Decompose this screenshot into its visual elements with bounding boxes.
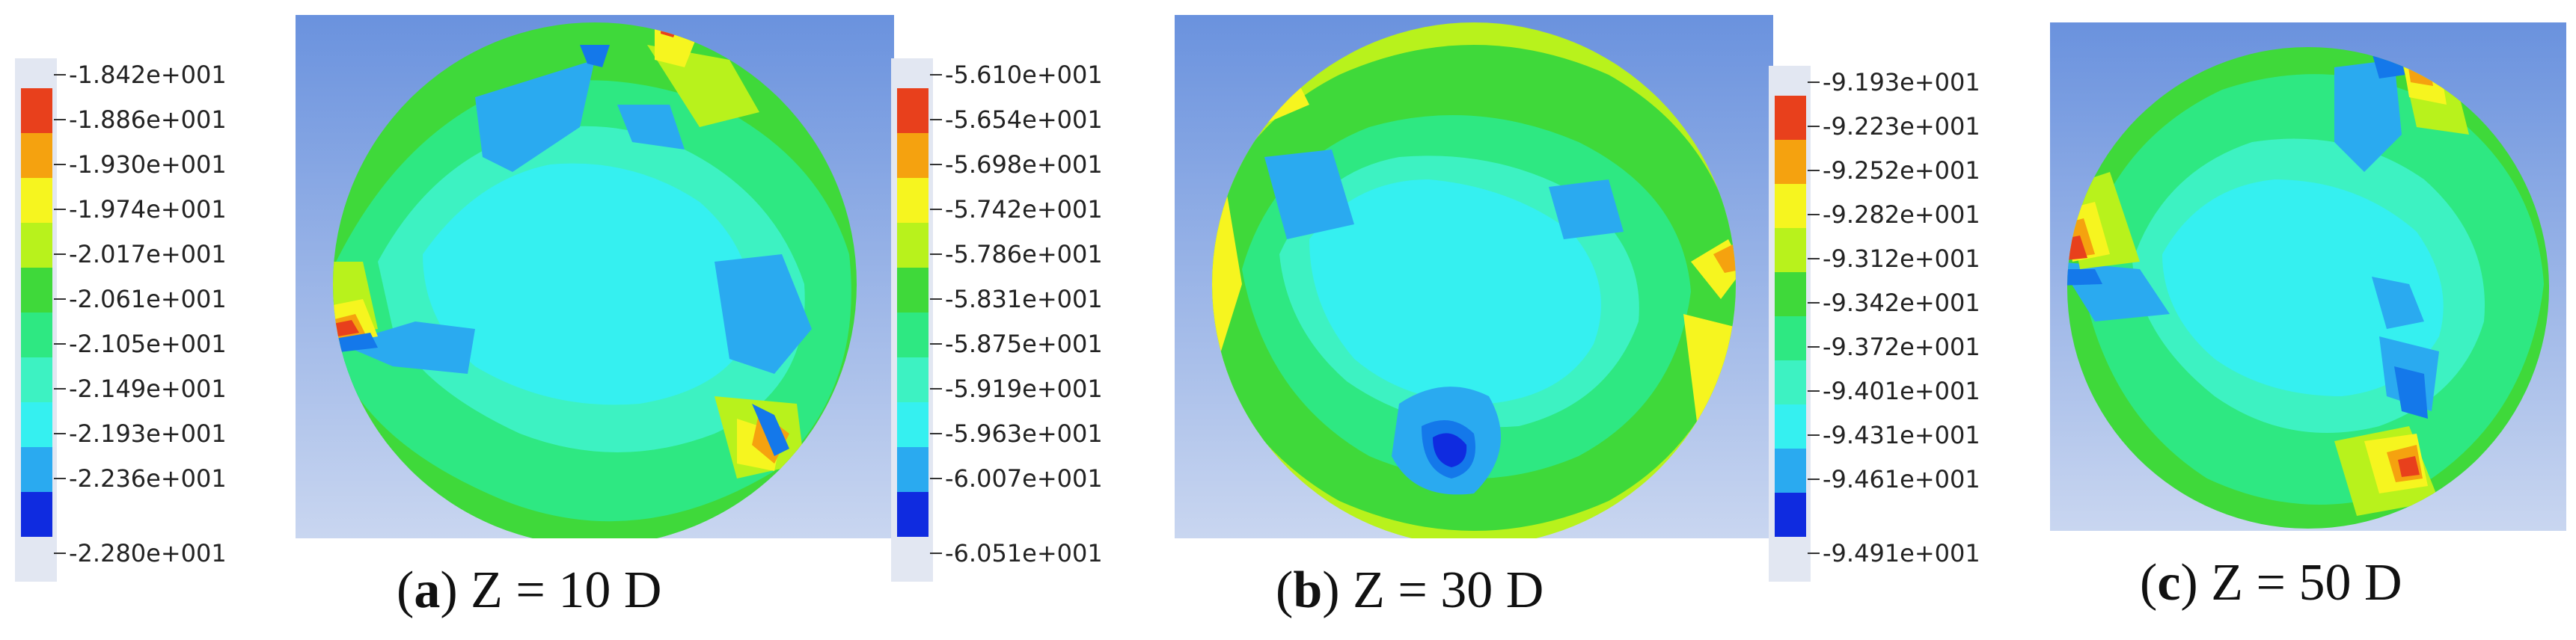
legend-a: -1.842e+001 -1.886e+001 -1.930e+001 -1.9… (10, 58, 227, 582)
legend-b-swatch-2 (897, 178, 928, 223)
legend-c: -9.193e+001 -9.223e+001 -9.252e+001 -9.2… (1764, 66, 1981, 582)
caption-b-letter: b (1293, 561, 1323, 619)
legend-b-swatch-9 (897, 492, 928, 537)
legend-b-swatch-8 (897, 447, 928, 492)
legend-b-label-10: -6.051e+001 (945, 539, 1103, 567)
legend-b: -5.610e+001 -5.654e+001 -5.698e+001 -5.7… (887, 58, 1104, 582)
legend-b-label-6: -5.875e+001 (945, 330, 1103, 358)
legend-c-label-8: -9.431e+001 (1823, 421, 1980, 449)
legend-c-label-5: -9.342e+001 (1823, 289, 1980, 317)
legend-a-swatch-4 (21, 268, 52, 313)
legend-c-swatch-8 (1775, 449, 1806, 493)
contour-panel-a (296, 15, 894, 538)
caption-c-letter: c (2157, 554, 2181, 612)
legend-a-label-0: -1.842e+001 (69, 61, 227, 89)
caption-a: (a) Z = 10 D (397, 561, 662, 619)
caption-b: (b) Z = 30 D (1276, 561, 1544, 619)
legend-c-swatch-3 (1775, 228, 1806, 272)
legend-c-swatch-9 (1775, 493, 1806, 537)
legend-b-swatch-4 (897, 268, 928, 313)
legend-b-label-7: -5.919e+001 (945, 375, 1103, 403)
legend-b-swatch-6 (897, 357, 928, 402)
legend-c-label-6: -9.372e+001 (1823, 333, 1980, 361)
legend-c-label-7: -9.401e+001 (1823, 377, 1980, 405)
legend-b-label-9: -6.007e+001 (945, 464, 1103, 493)
legend-c-swatch-1 (1775, 140, 1806, 184)
legend-c-swatch-7 (1775, 404, 1806, 449)
legend-b-swatch-5 (897, 313, 928, 357)
legend-b-label-2: -5.698e+001 (945, 150, 1103, 179)
legend-a-swatch-5 (21, 313, 52, 357)
legend-a-label-7: -2.149e+001 (69, 375, 227, 403)
legend-a-swatch-0 (21, 88, 52, 133)
caption-b-text: Z = 30 D (1353, 561, 1544, 619)
legend-a-swatch-1 (21, 133, 52, 178)
legend-c-swatch-6 (1775, 360, 1806, 404)
contour-panel-c (2050, 22, 2566, 531)
legend-a-label-8: -2.193e+001 (69, 419, 227, 448)
legend-a-label-6: -2.105e+001 (69, 330, 227, 358)
legend-a-swatch-8 (21, 447, 52, 492)
legend-b-label-3: -5.742e+001 (945, 195, 1103, 224)
legend-a-label-1: -1.886e+001 (69, 105, 227, 134)
legend-c-label-10: -9.491e+001 (1823, 539, 1980, 567)
legend-a-label-4: -2.017e+001 (69, 240, 227, 268)
legend-c-swatch-4 (1775, 272, 1806, 316)
legend-a-label-5: -2.061e+001 (69, 285, 227, 313)
legend-a-swatch-2 (21, 178, 52, 223)
caption-a-letter: a (414, 561, 441, 619)
legend-a-label-3: -1.974e+001 (69, 195, 227, 224)
legend-a-swatch-9 (21, 492, 52, 537)
legend-c-swatch-0 (1775, 96, 1806, 140)
legend-b-swatch-1 (897, 133, 928, 178)
legend-a-label-9: -2.236e+001 (69, 464, 227, 493)
legend-c-label-0: -9.193e+001 (1823, 68, 1980, 96)
legend-a-swatch-6 (21, 357, 52, 402)
legend-b-swatch-0 (897, 88, 928, 133)
legend-c-label-4: -9.312e+001 (1823, 244, 1980, 273)
legend-c-swatch-2 (1775, 184, 1806, 228)
legend-a-swatch-7 (21, 402, 52, 447)
legend-a-swatch-3 (21, 223, 52, 268)
legend-c-label-1: -9.223e+001 (1823, 112, 1980, 141)
legend-b-label-8: -5.963e+001 (945, 419, 1103, 448)
legend-c-label-3: -9.282e+001 (1823, 200, 1980, 229)
legend-b-label-1: -5.654e+001 (945, 105, 1103, 134)
legend-c-label-2: -9.252e+001 (1823, 156, 1980, 185)
caption-c-text: Z = 50 D (2211, 554, 2402, 612)
legend-b-label-5: -5.831e+001 (945, 285, 1103, 313)
legend-b-label-4: -5.786e+001 (945, 240, 1103, 268)
legend-a-label-10: -2.280e+001 (69, 539, 227, 567)
caption-c: (c) Z = 50 D (2140, 554, 2402, 612)
legend-b-swatch-7 (897, 402, 928, 447)
legend-b-label-0: -5.610e+001 (945, 61, 1103, 89)
legend-c-label-9: -9.461e+001 (1823, 465, 1980, 493)
contour-panel-b (1175, 15, 1773, 538)
legend-b-swatch-3 (897, 223, 928, 268)
legend-c-swatch-5 (1775, 316, 1806, 360)
caption-a-text: Z = 10 D (471, 561, 662, 619)
legend-a-label-2: -1.930e+001 (69, 150, 227, 179)
